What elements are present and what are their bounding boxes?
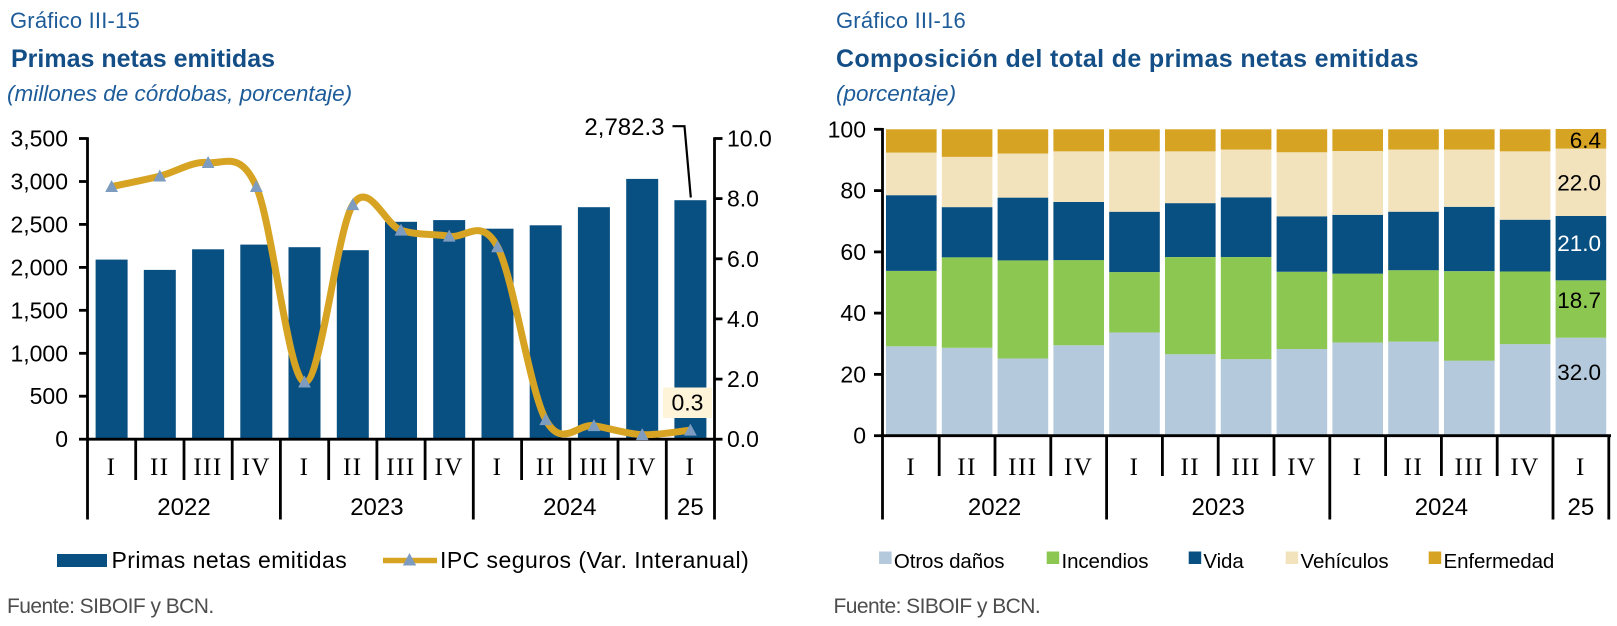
svg-text:0: 0 [55,426,68,452]
svg-text:6.0: 6.0 [727,246,759,272]
svg-text:I: I [1576,454,1586,481]
svg-text:I: I [1353,454,1363,481]
svg-text:I: I [107,454,117,481]
svg-text:Composición del total de prima: Composición del total de primas netas em… [836,45,1419,73]
svg-text:2024: 2024 [543,494,596,521]
svg-text:2023: 2023 [1192,494,1245,521]
svg-text:IV: IV [435,454,464,481]
svg-text:Vida: Vida [1203,550,1244,573]
svg-text:IV: IV [242,454,271,481]
svg-text:II: II [150,454,170,481]
svg-text:Incendios: Incendios [1062,550,1149,573]
svg-text:3,500: 3,500 [10,126,68,152]
svg-text:II: II [1180,454,1200,481]
svg-text:2024: 2024 [1415,494,1468,521]
svg-text:0.0: 0.0 [727,426,759,452]
svg-text:IV: IV [1064,454,1093,481]
svg-text:I: I [1130,454,1140,481]
svg-text:6.4: 6.4 [1570,128,1601,153]
svg-text:Otros daños: Otros daños [894,550,1005,573]
svg-text:(porcentaje): (porcentaje) [836,81,956,106]
svg-text:2.0: 2.0 [727,366,759,392]
svg-text:500: 500 [30,383,68,409]
svg-text:III: III [1008,454,1037,481]
svg-text:2,500: 2,500 [10,211,68,237]
svg-text:II: II [343,454,363,481]
svg-text:I: I [906,454,916,481]
svg-text:Gráfico III-15: Gráfico III-15 [10,8,140,33]
svg-text:IV: IV [1287,454,1316,481]
svg-text:IV: IV [628,454,657,481]
svg-text:25: 25 [677,494,704,521]
svg-text:Gráfico III-16: Gráfico III-16 [836,8,966,33]
svg-text:32.0: 32.0 [1557,360,1601,385]
svg-text:100: 100 [828,116,866,142]
svg-text:2022: 2022 [157,494,210,521]
svg-text:40: 40 [840,300,866,326]
svg-text:III: III [579,454,608,481]
svg-text:8.0: 8.0 [727,186,759,212]
svg-text:18.7: 18.7 [1557,288,1601,313]
svg-text:Primas netas emitidas: Primas netas emitidas [11,45,275,73]
svg-text:(millones de córdobas, porcent: (millones de córdobas, porcentaje) [7,81,352,106]
svg-text:10.0: 10.0 [727,126,772,152]
svg-text:II: II [536,454,556,481]
svg-text:2,000: 2,000 [10,254,68,280]
svg-text:80: 80 [840,178,866,204]
svg-text:I: I [493,454,503,481]
svg-text:0: 0 [853,423,866,449]
svg-text:Fuente: SIBOIF y BCN.: Fuente: SIBOIF y BCN. [7,595,214,618]
svg-text:III: III [386,454,415,481]
svg-text:II: II [957,454,977,481]
svg-text:22.0: 22.0 [1557,171,1601,196]
svg-text:III: III [1455,454,1484,481]
svg-text:1,000: 1,000 [10,340,68,366]
svg-text:2023: 2023 [350,494,403,521]
svg-text:1,500: 1,500 [10,297,68,323]
svg-text:IPC seguros (Var. Interanual): IPC seguros (Var. Interanual) [440,547,749,573]
svg-text:21.0: 21.0 [1557,231,1601,256]
svg-text:Vehículos: Vehículos [1301,550,1389,573]
svg-text:III: III [1231,454,1260,481]
svg-text:0.3: 0.3 [672,390,704,416]
svg-text:II: II [1404,454,1424,481]
svg-text:20: 20 [840,361,866,387]
svg-text:25: 25 [1568,494,1595,521]
svg-text:I: I [300,454,310,481]
svg-text:2,782.3: 2,782.3 [584,114,664,141]
svg-text:Fuente: SIBOIF y BCN.: Fuente: SIBOIF y BCN. [834,595,1041,618]
svg-text:III: III [193,454,222,481]
svg-text:Enfermedad: Enfermedad [1444,550,1555,573]
svg-text:4.0: 4.0 [727,306,759,332]
svg-text:I: I [685,454,695,481]
svg-text:IV: IV [1510,454,1539,481]
svg-text:Primas netas emitidas: Primas netas emitidas [112,547,348,573]
svg-text:2022: 2022 [968,494,1021,521]
svg-text:3,000: 3,000 [10,169,68,195]
svg-text:60: 60 [840,239,866,265]
